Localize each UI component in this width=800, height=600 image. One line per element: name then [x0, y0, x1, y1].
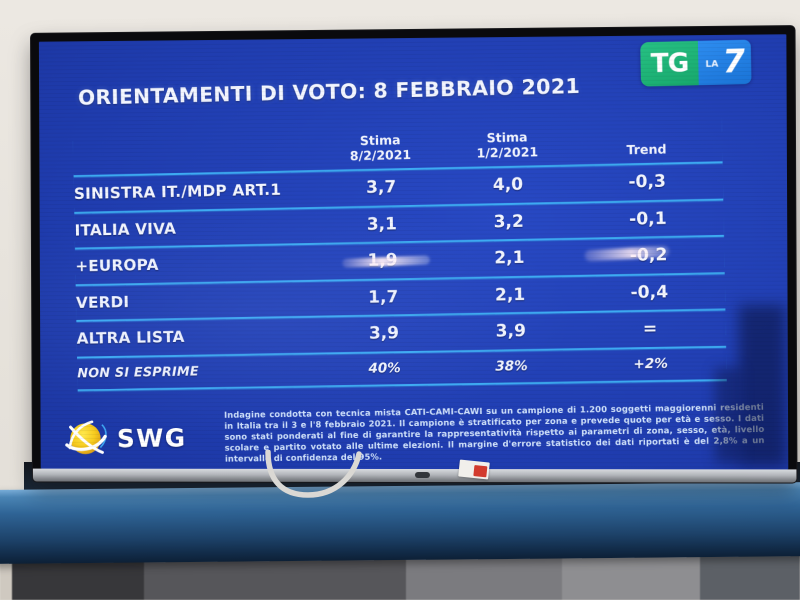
- stima1-value: 1,7: [368, 286, 399, 308]
- stima1-value: 3,9: [368, 323, 400, 344]
- trend-value: -0,2: [629, 245, 668, 267]
- trend-value: +2%: [633, 355, 669, 373]
- stima1-value: 3,1: [366, 214, 398, 235]
- stima1-value: 1,9: [367, 250, 398, 272]
- stima2-value: 4,0: [492, 174, 524, 196]
- trend-value: =: [642, 318, 658, 340]
- table-body: SINISTRA IT./MDP ART.1 3,7 4,0 -0,3 ITAL…: [73, 163, 727, 391]
- tv-screen: ORIENTAMENTI DI VOTO: 8 FEBBRAIO 2021 TG…: [38, 34, 789, 470]
- tv-bottom-speaker-strip: [32, 468, 797, 483]
- la7-logo-seven: 7: [719, 41, 749, 81]
- stima2-value: 2,1: [494, 284, 526, 306]
- party-label: NON SI ESPRIME: [77, 364, 199, 381]
- column-header-stima2: Stima 1/2/2021: [476, 129, 539, 161]
- column-header-trend: Trend: [626, 141, 667, 158]
- cable-tag: [458, 459, 490, 480]
- stima2-value: 2,1: [494, 248, 525, 269]
- tv-set: ORIENTAMENTI DI VOTO: 8 FEBBRAIO 2021 TG…: [31, 26, 797, 483]
- trend-value: -0,1: [628, 208, 667, 230]
- swg-logo: SWG: [62, 413, 213, 463]
- stima2-value: 3,9: [495, 321, 527, 342]
- swg-globe-icon: [62, 415, 110, 463]
- party-label: +EUROPA: [75, 256, 159, 276]
- tv-bezel: ORIENTAMENTI DI VOTO: 8 FEBBRAIO 2021 TG…: [31, 26, 797, 483]
- la7-logo-la: LA: [705, 59, 719, 70]
- column-header-stima1: Stima 8/2/2021: [349, 131, 412, 164]
- party-label: ALTRA LISTA: [76, 328, 185, 348]
- trend-value: -0,3: [628, 171, 667, 193]
- blue-shelf: [0, 482, 800, 564]
- tg-logo-text: TG: [650, 48, 689, 80]
- party-label: ITALIA VIVA: [74, 219, 177, 240]
- screen-footer: SWG Indagine condotta con tecnica mista …: [62, 401, 765, 467]
- ir-sensor: [414, 472, 430, 479]
- stima2-value: 38%: [495, 358, 528, 375]
- tg-la7-logo: TG LA 7: [640, 39, 752, 87]
- party-label: SINISTRA IT./MDP ART.1: [73, 180, 282, 204]
- stima1-value: 3,7: [365, 177, 397, 199]
- party-label: VERDI: [75, 292, 130, 312]
- poll-table: Stima 8/2/2021 Stima 1/2/2021 Trend: [72, 116, 727, 391]
- la7-logo-blue-box: LA 7: [697, 39, 752, 86]
- stima1-value: 40%: [368, 360, 401, 377]
- page-title: ORIENTAMENTI DI VOTO: 8 FEBBRAIO 2021: [77, 73, 581, 110]
- stima2-value: 3,2: [493, 211, 525, 233]
- screen-content: ORIENTAMENTI DI VOTO: 8 FEBBRAIO 2021 TG…: [39, 34, 788, 469]
- power-cable: [265, 450, 362, 498]
- trend-value: -0,4: [630, 282, 669, 303]
- tg-logo-green-box: TG: [640, 40, 699, 87]
- swg-wordmark: SWG: [116, 423, 187, 453]
- tag-red-mark: [473, 465, 488, 478]
